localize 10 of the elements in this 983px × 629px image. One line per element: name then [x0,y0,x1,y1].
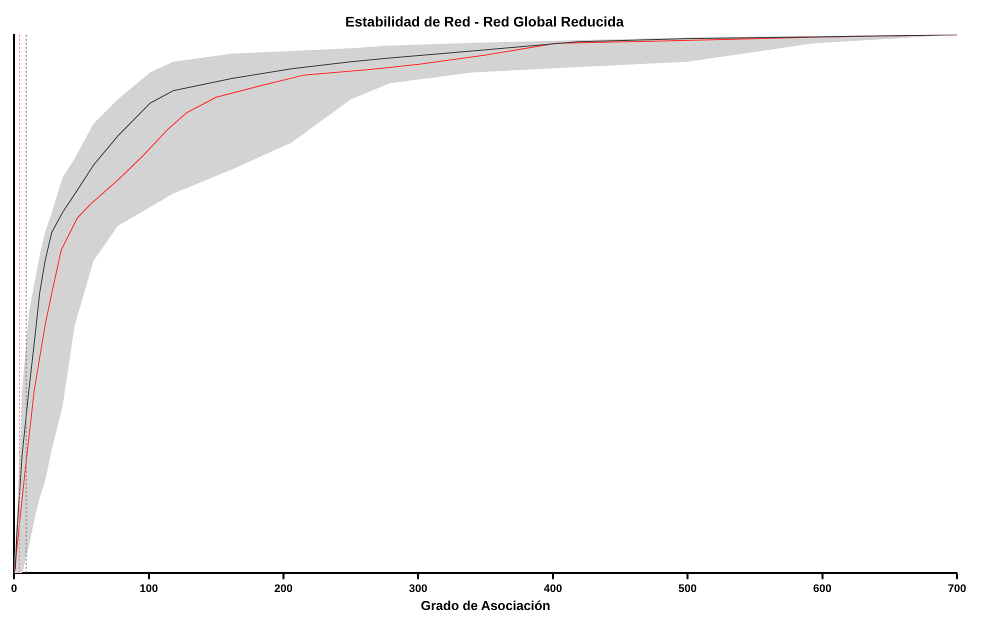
x-tick-label: 100 [140,582,158,595]
x-tick-label: 300 [408,582,428,595]
x-tick-label: 0 [10,582,18,595]
x-tick-label: 600 [813,582,832,595]
chart-title: Estabilidad de Red - Red Global Reducida [345,13,624,30]
x-tick-label: 200 [274,582,293,595]
x-axis-title: Grado de Asociación [420,598,550,613]
x-tick-label: 400 [544,582,562,595]
x-tick-label: 700 [948,582,966,595]
x-tick-label: 500 [678,582,697,595]
